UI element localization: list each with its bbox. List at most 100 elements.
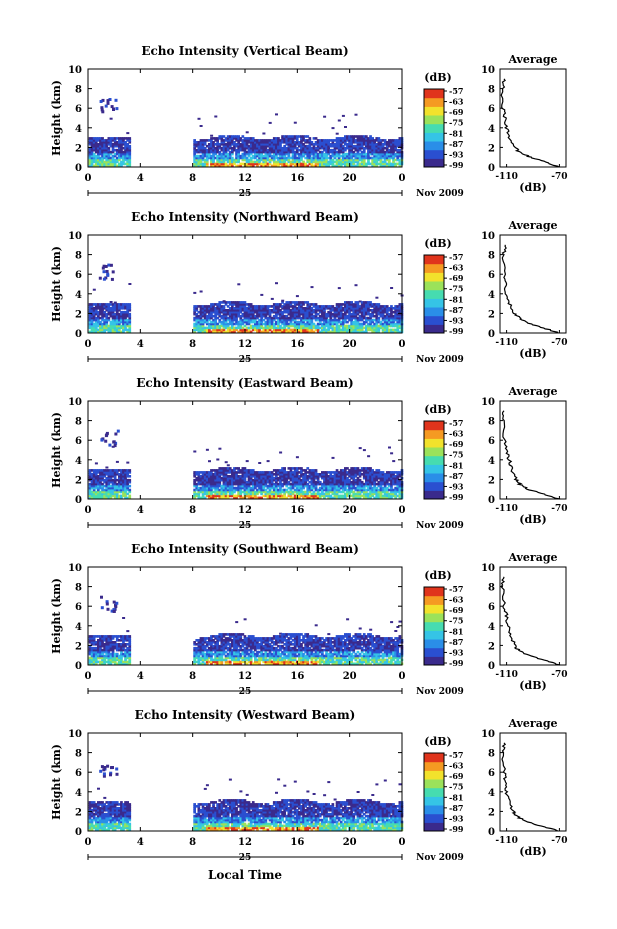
heatmap-cell (243, 150, 247, 154)
heatmap-cell (390, 492, 393, 496)
heatmap-cell (287, 158, 291, 162)
heatmap-cell (398, 164, 402, 168)
heatmap-cell (266, 326, 270, 330)
heatmap-cell (350, 330, 353, 334)
heatmap-cell (327, 160, 330, 164)
heatmap-cell (201, 152, 205, 156)
heatmap-cell (373, 139, 376, 142)
heatmap-cell (310, 469, 314, 472)
heatmap-cell (235, 467, 238, 470)
heatmap-cell (218, 480, 222, 484)
heatmap-cell (367, 469, 370, 472)
heatmap-cell (122, 326, 125, 330)
heatmap-cell (118, 148, 121, 152)
heatmap-cell (304, 152, 307, 156)
heatmap-cell (256, 141, 259, 144)
heatmap-cell (298, 322, 301, 326)
heatmap-cell (333, 486, 337, 490)
heatmap-cell (285, 152, 289, 156)
heatmap-cell (126, 330, 129, 334)
heatmap-cell (321, 307, 324, 310)
heatmap-cell (266, 152, 270, 156)
heatmap-cell (277, 150, 280, 154)
heatmap-cell (268, 328, 272, 332)
heatmap-cell (350, 482, 353, 486)
heatmap-cell (94, 324, 98, 328)
heatmap-cell (122, 320, 125, 324)
heatmap-cell (272, 144, 276, 148)
heatmap-cell (266, 330, 270, 334)
heatmap-cell (392, 310, 395, 314)
heatmap-cell (394, 152, 397, 156)
heatmap-cell (385, 150, 389, 154)
colorbar-tick-label: -93 (449, 315, 464, 325)
heatmap-cell (239, 314, 243, 318)
heatmap-cell (321, 143, 324, 146)
heatmap-cell (285, 480, 289, 484)
heatmap-cell (388, 164, 391, 168)
heatmap-cell (224, 496, 228, 500)
y-tick-label: 6 (75, 270, 82, 281)
heatmap-cell (354, 164, 358, 168)
heatmap-cell (247, 152, 251, 156)
heatmap-cell (251, 160, 255, 164)
heatmap-cell (264, 312, 268, 316)
heatmap-cell (99, 309, 102, 312)
heatmap-cell (247, 471, 251, 474)
heatmap-cell (107, 162, 111, 166)
heatmap-cell (247, 478, 251, 482)
heatmap-cell (329, 318, 333, 322)
heatmap-cell (388, 139, 391, 142)
heatmap-cell (318, 146, 322, 150)
heatmap-cell (201, 141, 205, 144)
heatmap-cell (381, 162, 385, 166)
heatmap-cell (348, 160, 351, 164)
heatmap-cell (203, 154, 207, 158)
heatmap-cell (92, 322, 96, 326)
heatmap-cell (268, 482, 272, 486)
heatmap-cell (260, 480, 263, 484)
heatmap-cell (235, 156, 238, 160)
heatmap-cell (302, 164, 305, 168)
heatmap-cell (275, 310, 278, 314)
heatmap-cell (291, 160, 295, 164)
heatmap-cell (128, 471, 132, 474)
heatmap-cell (224, 152, 228, 156)
heatmap-cell (216, 484, 219, 488)
heatmap-cell (306, 312, 310, 316)
heatmap-cell (222, 476, 226, 480)
heatmap-cell (308, 144, 312, 148)
heatmap-cell (344, 486, 347, 490)
heatmap-cell (283, 144, 286, 148)
heatmap-cell (128, 164, 132, 168)
heatmap-cell (360, 480, 364, 484)
heatmap-cell (369, 482, 372, 486)
heatmap-cell (289, 146, 293, 150)
heatmap-cell (214, 314, 217, 318)
heatmap-cell (308, 328, 312, 332)
heatmap-cell (358, 318, 362, 322)
heatmap-cell (379, 324, 383, 328)
heatmap-cell (291, 480, 295, 484)
heatmap-cell (360, 324, 364, 328)
heatmap-cell (335, 324, 339, 328)
heatmap-cell (222, 316, 226, 320)
heatmap-cell (113, 141, 117, 144)
heatmap-cell (277, 162, 280, 166)
heatmap-cell (373, 143, 376, 146)
heatmap-cell (120, 156, 123, 160)
heatmap-cell (323, 475, 326, 478)
heatmap-cell (333, 144, 337, 148)
heatmap-cell (329, 494, 333, 498)
heatmap-cell (92, 475, 96, 478)
heatmap-cell (350, 137, 353, 140)
heatmap-cell (367, 162, 370, 166)
heatmap-cell (201, 148, 205, 152)
heatmap-cell (197, 158, 201, 162)
heatmap-cell (279, 160, 282, 164)
heatmap-cell (362, 473, 366, 476)
heatmap-cell (321, 490, 324, 494)
heatmap-cell (210, 478, 213, 482)
heatmap-cell (329, 312, 333, 316)
heatmap-cell (360, 139, 364, 142)
